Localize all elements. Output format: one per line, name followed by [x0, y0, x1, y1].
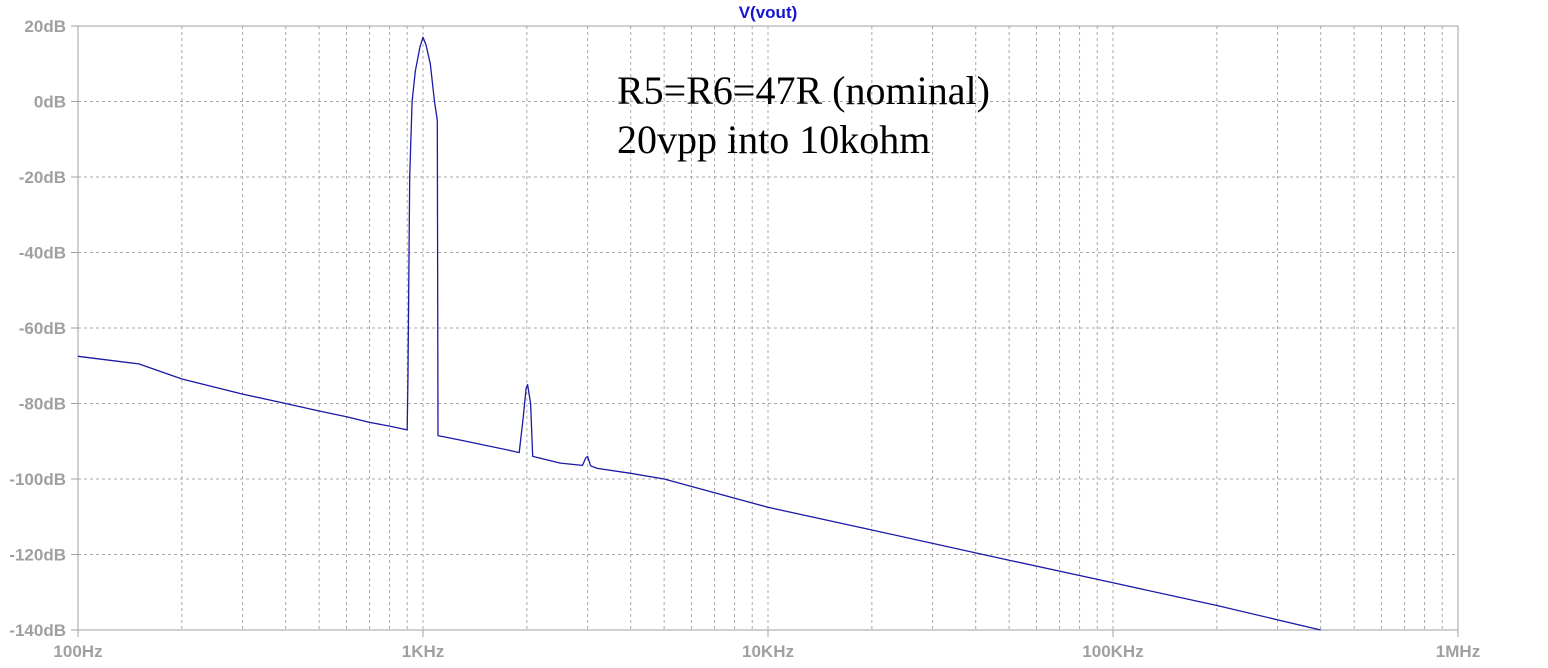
axis-ticks: 20dB 0dB -20dB -40dB -60dB -80dB -100dB -120dB -… [9, 17, 1480, 661]
x-tick-label: 1KHz [402, 642, 445, 661]
y-tick-label: -20dB [19, 168, 66, 187]
y-tick-label: -120dB [9, 546, 66, 565]
y-tick-label: 0dB [34, 93, 66, 112]
chart-title: V(vout) [739, 3, 798, 22]
y-tick-label: -100dB [9, 470, 66, 489]
y-tick-label: -140dB [9, 621, 66, 640]
annotation-line-1: R5=R6=47R (nominal) [617, 68, 990, 113]
x-tick-label: 10KHz [742, 642, 794, 661]
x-tick-label: 100KHz [1082, 642, 1143, 661]
y-tick-label: -60dB [19, 319, 66, 338]
y-tick-label: 20dB [24, 17, 66, 36]
y-tick-label: -40dB [19, 244, 66, 263]
x-tick-label: 100Hz [53, 642, 102, 661]
grid [78, 26, 1458, 630]
series-layer [77, 36, 1321, 631]
y-tick-label: -80dB [19, 395, 66, 414]
series-line-vout [77, 36, 1321, 631]
annotation-line-2: 20vpp into 10kohm [617, 117, 930, 162]
x-tick-label: 1MHz [1436, 642, 1480, 661]
